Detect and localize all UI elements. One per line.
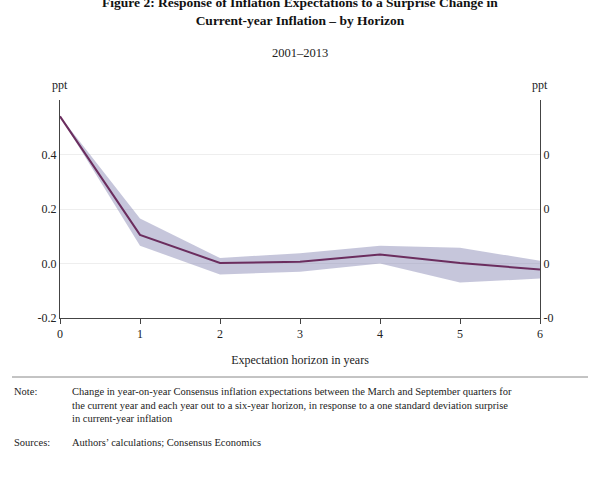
- svg-text:1: 1: [137, 327, 143, 341]
- svg-text:0: 0: [57, 327, 63, 341]
- svg-text:-0: -0: [543, 311, 553, 325]
- svg-text:2: 2: [217, 327, 223, 341]
- svg-text:0: 0: [543, 148, 549, 162]
- svg-text:0.4: 0.4: [42, 148, 57, 162]
- svg-text:Figure 2: Response of Inflatio: Figure 2: Response of Inflation Expectat…: [102, 0, 498, 28]
- svg-text:0: 0: [543, 257, 549, 271]
- svg-text:0.0: 0.0: [42, 257, 57, 271]
- svg-text:Sources:: Sources:: [14, 437, 50, 448]
- svg-text:Note:: Note:: [14, 386, 37, 397]
- svg-text:Authors’ calculations; Consens: Authors’ calculations; Consensus Economi…: [72, 437, 261, 448]
- svg-text:Change in year-on-year Consens: Change in year-on-year Consensus inflati…: [72, 386, 512, 424]
- svg-text:ppt: ppt: [52, 78, 68, 92]
- svg-text:0: 0: [543, 202, 549, 216]
- svg-text:Expectation horizon in years: Expectation horizon in years: [231, 353, 369, 367]
- svg-text:6: 6: [537, 327, 543, 341]
- svg-text:2001–2013: 2001–2013: [272, 46, 328, 60]
- svg-text:-0.2: -0.2: [38, 311, 57, 325]
- svg-text:0.2: 0.2: [42, 202, 57, 216]
- svg-text:5: 5: [457, 327, 463, 341]
- svg-text:ppt: ppt: [532, 78, 548, 92]
- svg-text:3: 3: [297, 327, 303, 341]
- svg-text:4: 4: [377, 327, 383, 341]
